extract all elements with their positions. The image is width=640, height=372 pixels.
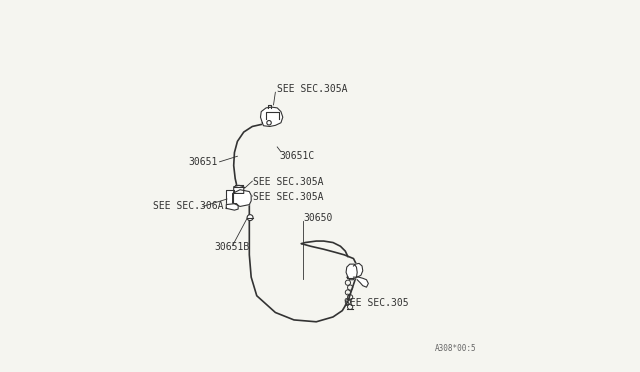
Circle shape: [267, 121, 271, 125]
Text: 30651C: 30651C: [279, 151, 314, 161]
Text: 30651: 30651: [188, 157, 218, 167]
Polygon shape: [346, 264, 357, 280]
Polygon shape: [234, 185, 244, 193]
Text: SEE SEC.305A: SEE SEC.305A: [253, 177, 324, 187]
Polygon shape: [260, 107, 283, 126]
Text: SEE SEC.306A: SEE SEC.306A: [152, 202, 223, 211]
Polygon shape: [227, 190, 234, 208]
Text: SEE SEC.305A: SEE SEC.305A: [277, 84, 348, 94]
Text: A308*00:5: A308*00:5: [435, 344, 476, 353]
Circle shape: [247, 215, 253, 221]
Text: SEE SEC.305: SEE SEC.305: [344, 298, 409, 308]
Text: 30651B: 30651B: [214, 243, 249, 252]
Text: 30650: 30650: [303, 213, 333, 222]
Polygon shape: [232, 190, 251, 206]
Polygon shape: [353, 263, 363, 277]
Polygon shape: [227, 203, 238, 210]
Polygon shape: [357, 277, 369, 287]
Text: SEE SEC.305A: SEE SEC.305A: [253, 192, 324, 202]
